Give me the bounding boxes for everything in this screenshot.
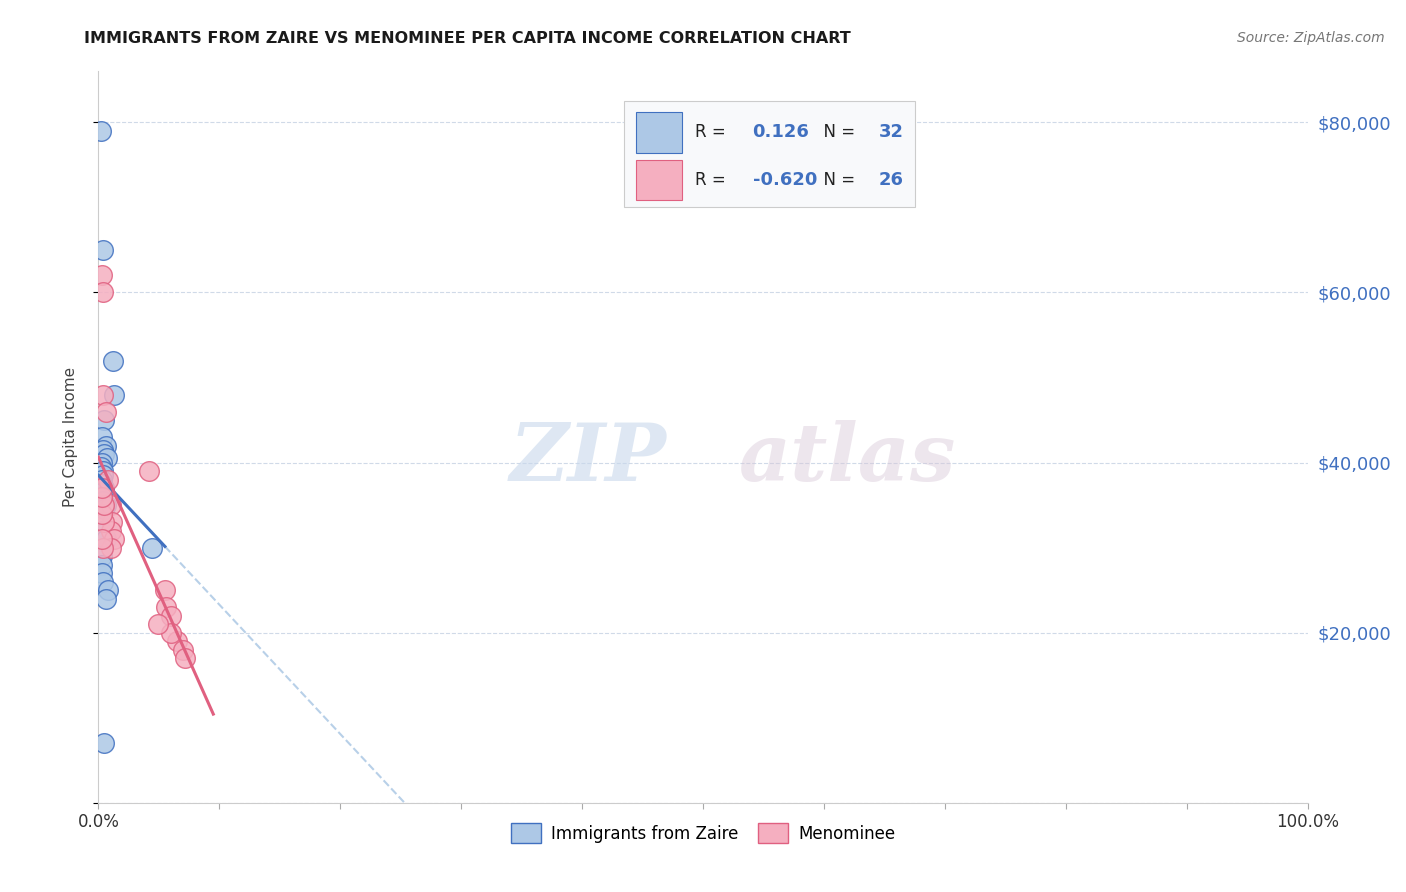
Point <box>101 353 124 368</box>
Point <box>94 532 117 546</box>
Point <box>93 515 115 529</box>
Point <box>103 532 125 546</box>
Point <box>174 651 197 665</box>
Point <box>93 498 115 512</box>
Point <box>91 507 114 521</box>
Point <box>91 490 114 504</box>
Point <box>94 404 117 418</box>
Point <box>160 625 183 640</box>
Point <box>91 456 114 470</box>
Point <box>100 524 122 538</box>
Point <box>97 473 120 487</box>
FancyBboxPatch shape <box>637 112 682 153</box>
Point <box>146 617 169 632</box>
Point <box>90 124 112 138</box>
Point <box>172 642 194 657</box>
Text: 26: 26 <box>879 171 903 189</box>
Text: R =: R = <box>695 123 731 142</box>
Text: atlas: atlas <box>740 420 956 498</box>
Point <box>93 481 115 495</box>
FancyBboxPatch shape <box>637 160 682 201</box>
Point <box>153 583 176 598</box>
Point <box>155 600 177 615</box>
Point <box>91 532 114 546</box>
Point <box>100 515 122 529</box>
Point <box>91 464 114 478</box>
Point <box>91 566 114 581</box>
Text: 32: 32 <box>879 123 903 142</box>
Y-axis label: Per Capita Income: Per Capita Income <box>63 367 77 508</box>
Point <box>91 541 114 555</box>
Point <box>166 634 188 648</box>
Point <box>91 485 114 500</box>
Legend: Immigrants from Zaire, Menominee: Immigrants from Zaire, Menominee <box>505 817 901 849</box>
Point <box>94 498 117 512</box>
Point <box>91 473 114 487</box>
Text: ZIP: ZIP <box>510 420 666 498</box>
Point <box>91 558 114 572</box>
Point <box>94 439 117 453</box>
Point <box>91 494 114 508</box>
Point <box>97 583 120 598</box>
Point <box>91 490 114 504</box>
Point <box>91 387 114 401</box>
Point <box>91 430 114 444</box>
Point <box>93 736 115 750</box>
Point <box>91 524 114 538</box>
Point <box>141 541 163 555</box>
Text: Source: ZipAtlas.com: Source: ZipAtlas.com <box>1237 31 1385 45</box>
Text: N =: N = <box>813 171 860 189</box>
Point <box>91 285 114 300</box>
Text: R =: R = <box>695 171 731 189</box>
Text: N =: N = <box>813 123 860 142</box>
Point <box>91 243 114 257</box>
Point <box>91 268 114 283</box>
Point <box>94 591 117 606</box>
Point <box>91 468 114 483</box>
Point <box>93 447 115 461</box>
Point <box>100 541 122 555</box>
Point <box>91 549 114 563</box>
FancyBboxPatch shape <box>624 101 915 207</box>
Text: -0.620: -0.620 <box>752 171 817 189</box>
Point <box>138 464 160 478</box>
Point <box>100 498 122 512</box>
Point <box>93 413 115 427</box>
Point <box>96 451 118 466</box>
Point <box>160 608 183 623</box>
Text: 0.126: 0.126 <box>752 123 810 142</box>
Point <box>103 387 125 401</box>
Point <box>93 502 115 516</box>
Text: IMMIGRANTS FROM ZAIRE VS MENOMINEE PER CAPITA INCOME CORRELATION CHART: IMMIGRANTS FROM ZAIRE VS MENOMINEE PER C… <box>84 31 851 46</box>
Point <box>90 459 112 474</box>
Point <box>91 476 114 491</box>
Point <box>91 442 114 457</box>
Point <box>91 481 114 495</box>
Point <box>91 574 114 589</box>
